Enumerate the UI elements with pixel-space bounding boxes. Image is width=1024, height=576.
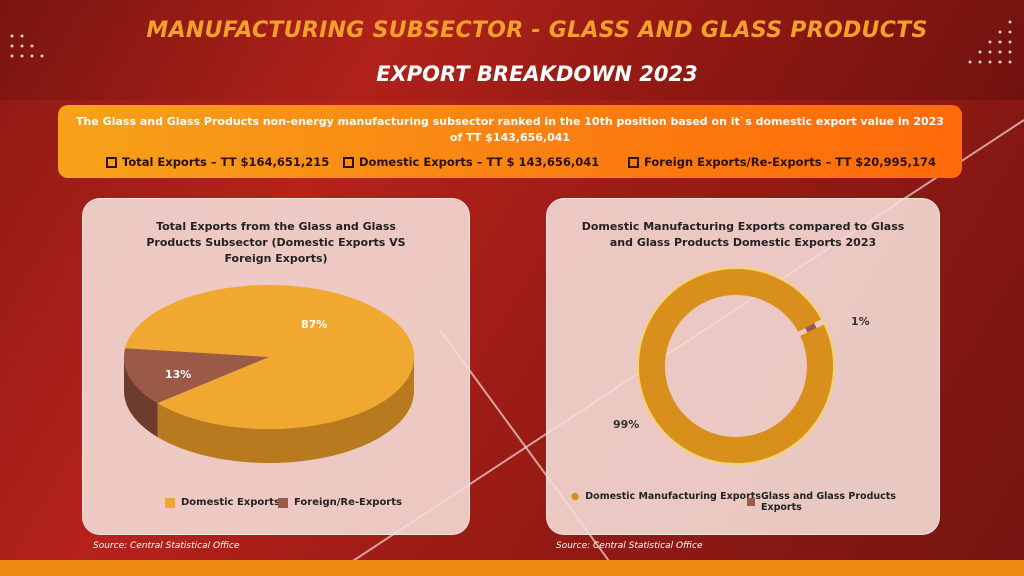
summary-banner: The Glass and Glass Products non-energy … bbox=[58, 105, 962, 178]
summary-text: The Glass and Glass Products non-energy … bbox=[76, 115, 944, 128]
legend-swatch bbox=[165, 497, 175, 508]
donut-title: Domestic Manufacturing Exports compared … bbox=[581, 220, 905, 249]
checkbox-icon bbox=[343, 156, 354, 168]
legend-label: Domestic Exports bbox=[181, 497, 280, 508]
stat-domestic-text: Domestic Exports – TT $ 143,656,041 bbox=[359, 155, 600, 169]
stat-foreign: Foreign Exports/Re-Exports – TT $20,995,… bbox=[628, 155, 936, 169]
pie-side-foreign-re-exports bbox=[124, 357, 158, 438]
checkbox-icon bbox=[106, 156, 117, 168]
source-left: Source: Central Statistical Office bbox=[93, 541, 240, 551]
pie-title: Total Exports from the Glass and Glass P… bbox=[146, 220, 406, 265]
legend-swatch bbox=[278, 497, 288, 508]
pie-side-domestic-exports bbox=[157, 357, 415, 463]
pie-card: Total Exports from the Glass and Glass P… bbox=[82, 198, 470, 535]
pie-slice-domestic-exports bbox=[125, 285, 414, 429]
checkbox-icon bbox=[628, 156, 639, 168]
stat-total: Total Exports – TT $164,651,215 bbox=[106, 155, 329, 169]
donut-label-domestic: 99% bbox=[613, 418, 639, 431]
donut-slice-domestic-manufacturing-exports bbox=[639, 269, 833, 463]
legend-foreign: Foreign/Re-Exports bbox=[278, 497, 402, 508]
legend-glass: Glass and Glass Products Exports bbox=[747, 491, 939, 513]
stat-foreign-text: Foreign Exports/Re-Exports – TT $20,995,… bbox=[644, 155, 937, 169]
legend-domestic-mfg: ● Domestic Manufacturing Exports bbox=[571, 491, 761, 502]
source-right: Source: Central Statistical Office bbox=[556, 541, 703, 551]
pie-slice-foreign-re-exports bbox=[124, 348, 269, 404]
pie-label-foreign: 13% bbox=[165, 368, 191, 381]
page-subtitle: EXPORT BREAKDOWN 2023 bbox=[376, 62, 698, 86]
page-title: MANUFACTURING SUBSECTOR - GLASS AND GLAS… bbox=[146, 18, 928, 43]
donut-slice-glass-and-glass-products-exports bbox=[805, 323, 817, 333]
stat-domestic: Domestic Exports – TT $ 143,656,041 bbox=[343, 155, 599, 169]
legend-dot: ● bbox=[571, 491, 580, 502]
summary-value: of TT $143,656,041 bbox=[449, 131, 571, 144]
donut-chart: 1% 99% bbox=[613, 267, 870, 465]
legend-label: Glass and Glass Products Exports bbox=[760, 491, 896, 513]
legend-domestic: Domestic Exports bbox=[165, 497, 280, 508]
pie-label-domestic: 87% bbox=[301, 318, 327, 331]
legend-label: Foreign/Re-Exports bbox=[294, 497, 402, 508]
donut-card: Domestic Manufacturing Exports compared … bbox=[546, 198, 940, 535]
pie-chart: 87% 13% bbox=[124, 285, 415, 463]
legend-label: Domestic Manufacturing Exports bbox=[585, 491, 761, 502]
donut-outline bbox=[637, 267, 835, 465]
legend-swatch bbox=[747, 498, 755, 506]
donut-label-glass: 1% bbox=[851, 315, 870, 328]
stat-total-text: Total Exports – TT $164,651,215 bbox=[122, 155, 330, 169]
